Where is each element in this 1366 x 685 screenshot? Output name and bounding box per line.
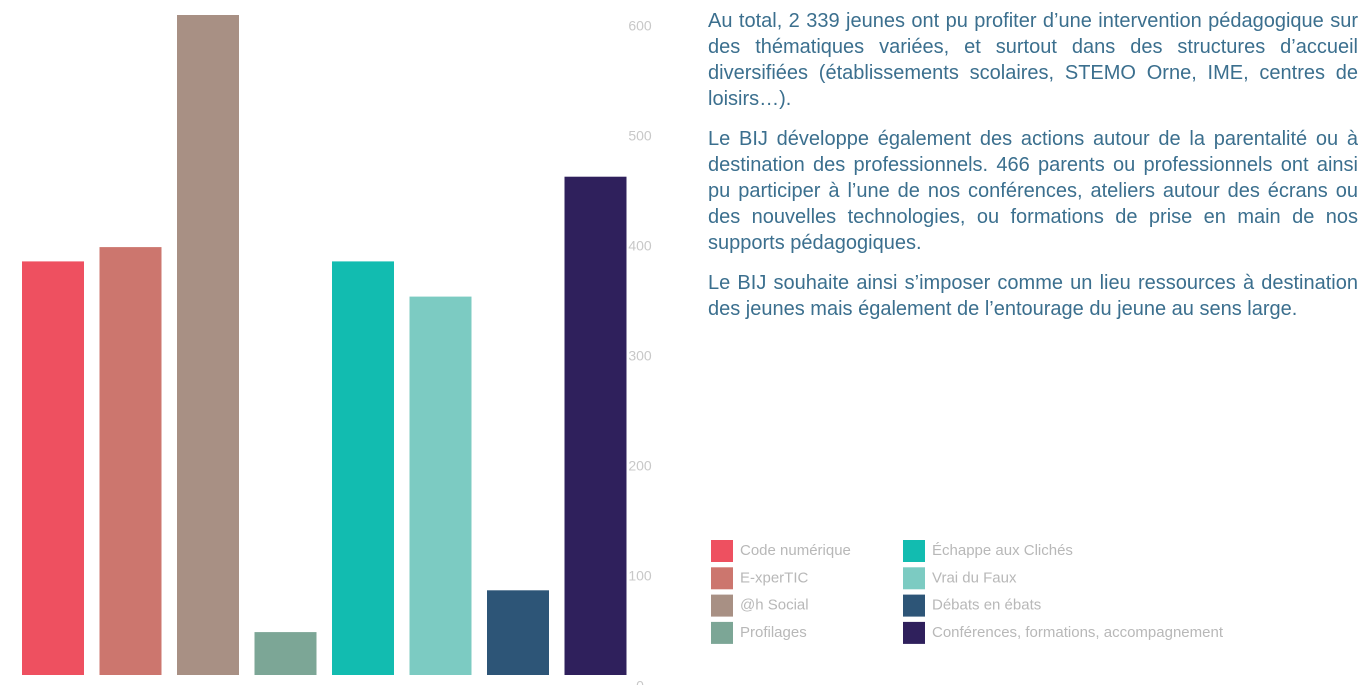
legend-swatch [903,540,925,562]
legend-swatch [903,621,925,644]
y-tick-label: 300 [628,348,652,364]
legend-label: Code numérique [740,542,851,559]
y-tick-label: 200 [628,458,652,474]
legend-swatch [711,621,733,644]
legend-label: Échappe aux Clichés [932,542,1073,559]
bar [22,261,84,675]
y-tick-label: 400 [628,238,652,254]
bar [487,590,549,675]
paragraph: Au total, 2 339 jeunes ont pu profiter d… [708,10,1358,110]
bar [332,261,394,675]
legend-label: Débats en ébats [932,597,1041,614]
text-block: Au total, 2 339 jeunes ont pu profiter d… [708,8,1358,336]
legend-swatch [711,594,733,617]
y-tick-label: 100 [628,568,652,584]
y-tick-label: 500 [628,128,652,144]
legend-swatch [711,540,733,562]
legend-label: @h Social [740,597,809,614]
legend-label: E-xperTIC [740,569,809,586]
y-tick-label: 0 [636,678,644,685]
legend-swatch [711,567,733,590]
legend-swatch [903,594,925,617]
bar [99,247,162,675]
paragraph: Le BIJ développe également des actions a… [708,128,1358,254]
legend-label: Profilages [740,624,807,641]
paragraph: Le BIJ souhaite ainsi s’imposer comme un… [708,272,1358,320]
bar [254,632,317,675]
y-tick-label: 600 [628,18,652,34]
bar [564,176,627,675]
legend-label: Vrai du Faux [932,569,1017,586]
bar [409,296,472,675]
legend-swatch [903,567,925,590]
legend-label: Conférences, formations, accompagnement [932,624,1224,641]
bar [177,15,239,675]
